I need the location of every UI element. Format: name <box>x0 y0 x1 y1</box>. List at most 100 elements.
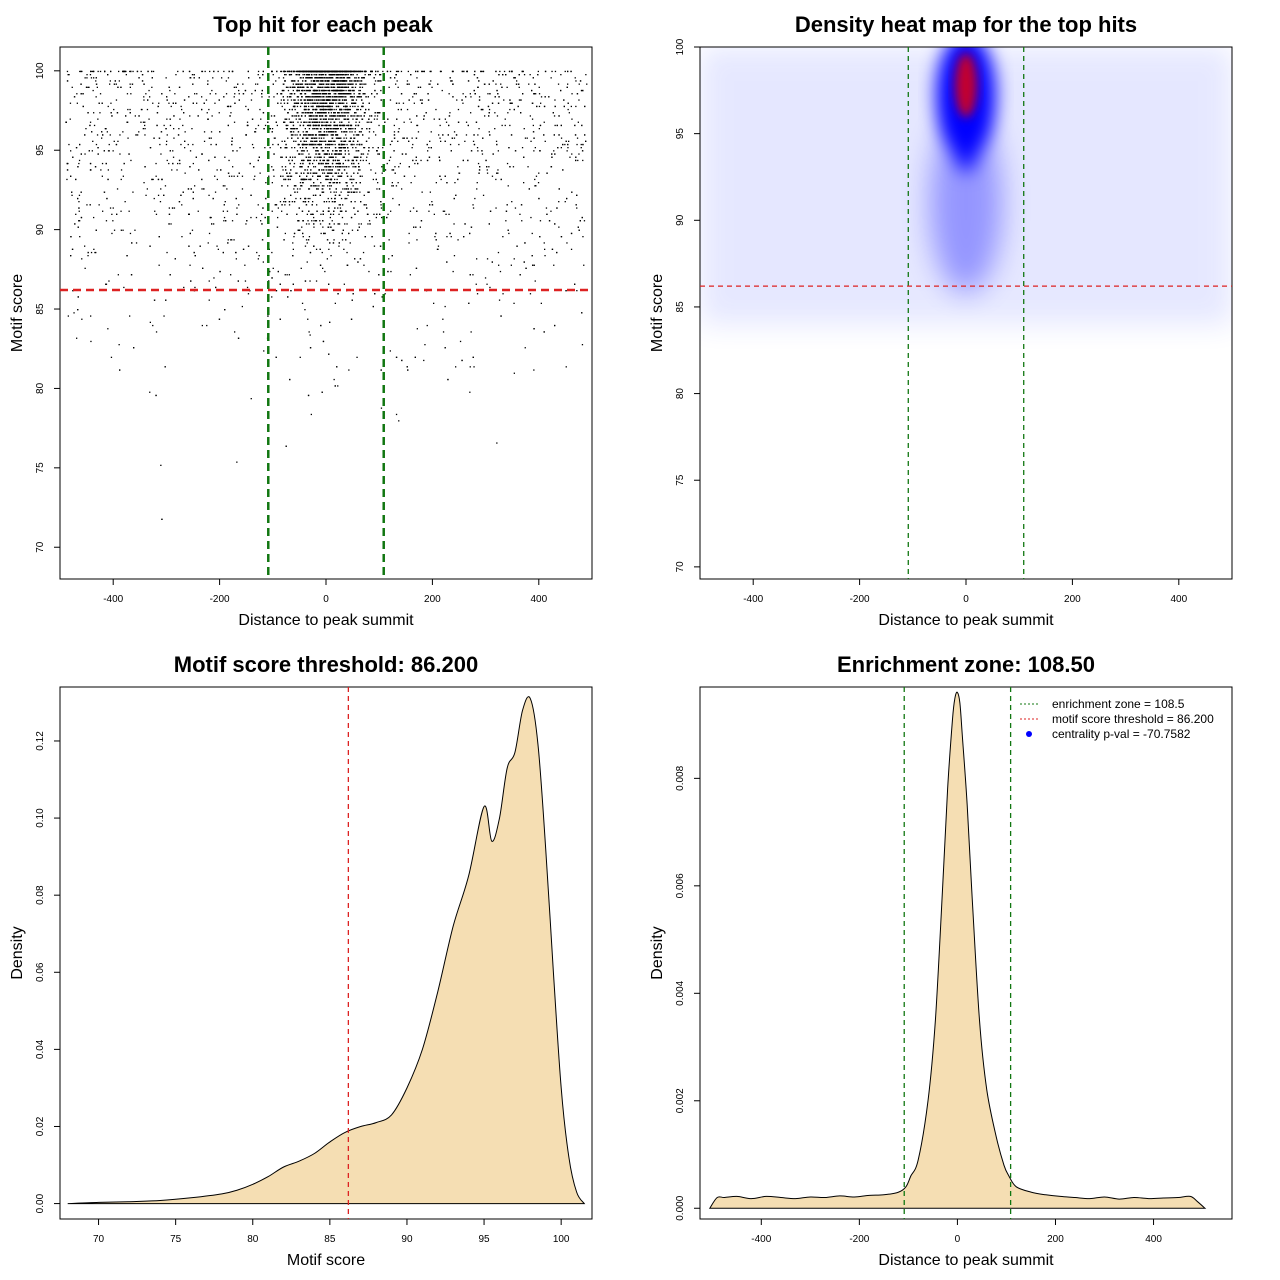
scatter-point <box>580 143 582 146</box>
scatter-point <box>297 102 299 104</box>
scatter-point <box>115 99 118 101</box>
scatter-point <box>354 201 356 203</box>
scatter-point <box>351 178 353 181</box>
scatter-point <box>308 99 310 101</box>
scatter-point <box>316 140 318 142</box>
scatter-point <box>507 229 509 231</box>
scatter-point <box>504 124 506 127</box>
scatter-point <box>495 178 497 181</box>
scatter-point <box>208 137 211 139</box>
scatter-point <box>329 102 331 104</box>
scatter-point <box>236 175 239 177</box>
scatter-point <box>554 70 557 73</box>
scatter-point <box>286 213 288 215</box>
scatter-point <box>146 188 148 190</box>
scatter-point <box>341 210 343 212</box>
scatter-point <box>317 86 319 88</box>
scatter-point <box>533 150 535 152</box>
scatter-point <box>333 83 335 85</box>
scatter-point <box>562 143 564 146</box>
scatter-point <box>197 210 199 212</box>
scatter-point <box>551 248 554 250</box>
scatter-point <box>300 172 302 174</box>
scatter-point <box>339 150 341 152</box>
scatter-point <box>329 156 331 158</box>
scatter-point <box>236 461 238 463</box>
scatter-point <box>233 121 236 123</box>
scatter-point <box>300 140 302 142</box>
scatter-point <box>368 270 370 273</box>
scatter-point <box>359 258 362 260</box>
scatter-point <box>79 143 81 146</box>
scatter-point <box>480 70 482 73</box>
scatter-point <box>274 137 276 139</box>
scatter-point <box>538 93 541 95</box>
scatter-point <box>90 340 92 343</box>
scatter-point <box>201 153 203 155</box>
scatter-point <box>71 86 73 88</box>
scatter-point <box>78 201 80 203</box>
scatter-point <box>305 70 307 73</box>
scatter-point <box>470 331 472 333</box>
scatter-point <box>305 140 307 142</box>
scatter-point <box>331 140 333 142</box>
scatter-point <box>340 197 343 200</box>
scatter-point <box>155 331 158 333</box>
scatter-point <box>377 147 379 149</box>
scatter-point <box>81 318 83 320</box>
scatter-point <box>511 102 513 104</box>
scatter-point <box>433 302 435 304</box>
scatter-point <box>378 80 380 82</box>
scatter-point <box>331 137 333 139</box>
scatter-point <box>96 134 99 136</box>
scatter-point <box>173 115 175 117</box>
scatter-point <box>328 166 331 168</box>
scatter-point <box>324 270 326 273</box>
scatter-point <box>435 182 437 184</box>
scatter-point <box>344 159 347 162</box>
scatter-point <box>395 413 398 416</box>
scatter-point <box>191 128 193 130</box>
scatter-point <box>403 121 405 123</box>
scatter-point <box>348 124 350 127</box>
scatter-point <box>315 220 317 222</box>
scatter-point <box>488 223 490 225</box>
scatter-point <box>183 112 185 114</box>
scatter-point <box>533 328 535 330</box>
scatter-point <box>224 156 226 158</box>
scatter-point <box>485 159 487 162</box>
scatter-point <box>410 182 412 184</box>
scatter-point <box>312 172 314 174</box>
scatter-point <box>348 89 350 92</box>
scatter-point <box>332 156 334 158</box>
scatter-point <box>338 143 340 146</box>
scatter-point <box>457 239 459 241</box>
scatter-point <box>115 143 118 146</box>
scatter-point <box>208 299 210 301</box>
scatter-point <box>287 70 289 73</box>
scatter-point <box>315 280 318 282</box>
scatter-point <box>87 251 89 254</box>
scatter-point <box>187 143 189 146</box>
scatter-point <box>299 118 301 120</box>
scatter-point <box>293 93 296 95</box>
scatter-point <box>381 296 383 298</box>
scatter-point <box>377 80 379 82</box>
scatter-point <box>348 77 350 79</box>
scatter-point <box>322 267 324 269</box>
scatter-point <box>81 258 83 260</box>
scatter-point <box>343 86 345 88</box>
scatter-point <box>347 108 350 111</box>
scatter-point <box>230 274 232 276</box>
scatter-point <box>482 194 485 196</box>
scatter-point <box>469 274 471 276</box>
scatter-plot-box <box>59 46 593 580</box>
scatter-point <box>453 137 456 139</box>
scatter-point <box>338 169 341 171</box>
scatter-point <box>312 134 314 136</box>
scatter-point <box>320 102 322 104</box>
scatter-point <box>366 213 369 215</box>
scatter-point <box>124 70 126 73</box>
scatter-point <box>330 112 332 114</box>
scatter-point <box>115 83 117 85</box>
